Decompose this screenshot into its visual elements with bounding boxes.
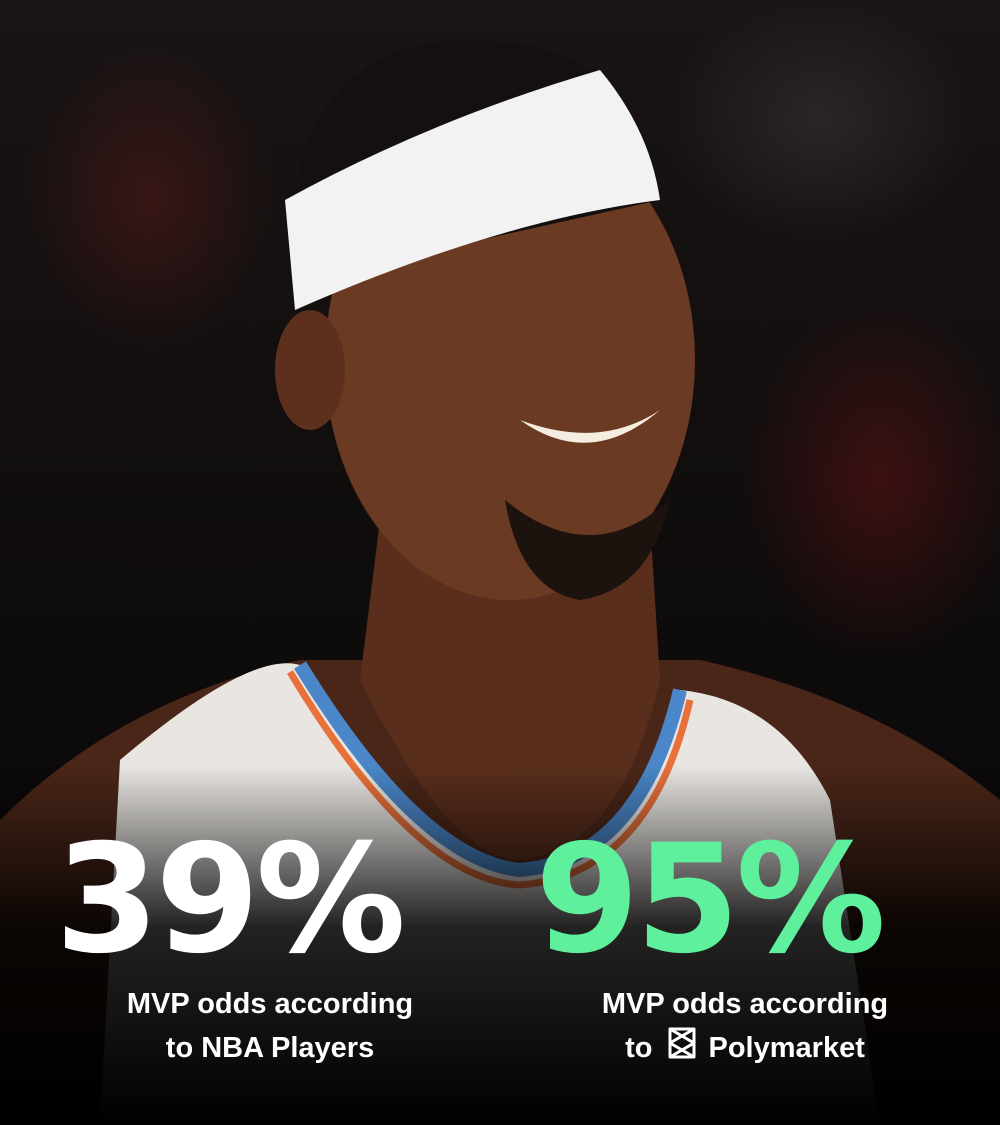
nba-players-odds-value: 39% (55, 813, 406, 987)
nba-players-caption: MVP odds according to NBA Players (60, 982, 480, 1070)
polymarket-odds-value: 95% (535, 813, 886, 987)
caption-line-2: to NBA Players (165, 1032, 375, 1064)
caption-line-1: MVP odds according (126, 988, 414, 1020)
smile (520, 410, 660, 443)
headband (285, 70, 660, 310)
beard (505, 500, 670, 600)
polymarket-caption: MVP odds according to Polymarket (535, 982, 955, 1073)
bottom-fade (0, 765, 1000, 1125)
polymarket-brand: Polymarket (708, 1032, 865, 1065)
caption-line-2: to Polymarket (535, 1026, 955, 1073)
caption-prefix: to (625, 1032, 653, 1065)
polymarket-logo-icon (667, 1026, 697, 1073)
caption-line-1: MVP odds according (601, 988, 889, 1020)
